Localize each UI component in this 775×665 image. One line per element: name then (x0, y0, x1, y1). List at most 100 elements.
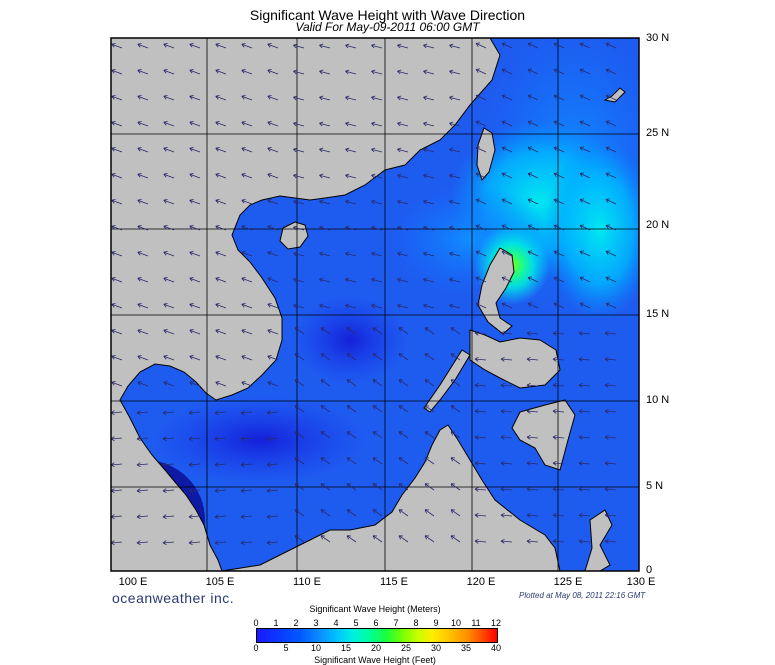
wave-direction-arrow (474, 538, 487, 544)
wave-direction-arrow (215, 303, 227, 309)
land-palawan (423, 349, 471, 413)
wave-direction-arrow (137, 381, 149, 387)
wave-direction-arrow (423, 225, 435, 231)
wave-direction-arrow (372, 431, 383, 439)
wave-direction-arrow (423, 173, 435, 179)
wave-direction-arrow (293, 199, 305, 205)
wave-direction-arrow (552, 330, 565, 336)
wave-direction-arrow (319, 173, 331, 179)
wave-direction-arrow (111, 43, 123, 49)
colorbar-tick-feet: 5 (283, 643, 289, 653)
wave-direction-arrow (215, 329, 227, 335)
wave-direction-arrow (579, 224, 591, 231)
wave-direction-arrow (552, 408, 565, 414)
lon-label: 100 E (118, 576, 148, 588)
wave-direction-arrow (371, 43, 383, 49)
wave-direction-arrow (553, 276, 565, 283)
wave-direction-arrow (241, 69, 253, 75)
wave-direction-arrow (605, 250, 617, 257)
wave-direction-arrow (397, 173, 409, 179)
wave-direction-arrow (578, 434, 591, 440)
wave-direction-arrow (345, 277, 357, 283)
wave-direction-arrow (527, 250, 539, 257)
colorbar-title-feet: Significant Wave Height (Feet) (314, 655, 436, 665)
wave-direction-arrow (293, 277, 305, 283)
wave-direction-arrow (294, 431, 305, 439)
wave-direction-arrow (397, 95, 409, 101)
wave-direction-arrow (214, 410, 227, 416)
wave-direction-arrow (241, 329, 253, 335)
colorbar-tick-meters: 7 (393, 618, 399, 628)
wave-direction-arrow (372, 535, 383, 543)
colorbar-tick-meters: 10 (450, 618, 461, 628)
wave-direction-arrow (605, 172, 617, 179)
wave-direction-arrow (553, 94, 565, 101)
wave-direction-arrow (398, 353, 409, 361)
wave-direction-arrow (345, 121, 357, 127)
wave-direction-arrow (241, 225, 253, 231)
wave-direction-arrow (163, 147, 175, 153)
map-subtitle: Valid For May-09-2011 06:00 GMT (295, 20, 480, 34)
wave-direction-arrow (136, 462, 149, 468)
wave-direction-arrow (188, 540, 201, 546)
colorbar-tick-meters: 0 (253, 618, 259, 628)
wave-direction-arrow (578, 538, 591, 544)
wave-direction-arrow (579, 250, 591, 257)
wave-direction-arrow (527, 302, 539, 309)
wave-direction-arrow (214, 436, 227, 442)
colorbar-tick-feet: 20 (370, 643, 381, 653)
wave-direction-arrow (163, 381, 175, 387)
wave-direction-arrow (241, 303, 253, 309)
wave-direction-arrow (241, 147, 253, 153)
wave-direction-arrow (136, 488, 149, 494)
wave-direction-arrow (579, 68, 591, 75)
wave-direction-arrow (578, 382, 591, 388)
wave-direction-arrow (398, 327, 409, 335)
wave-direction-arrow (294, 457, 305, 465)
wave-direction-arrow (346, 457, 357, 465)
wave-direction-arrow (500, 512, 513, 518)
wave-direction-arrow (371, 121, 383, 127)
wave-direction-arrow (189, 225, 201, 231)
wave-direction-arrow (371, 303, 383, 309)
wave-direction-arrow (449, 251, 461, 257)
wave-direction-arrow (501, 120, 513, 127)
wave-direction-arrow (137, 329, 149, 335)
wave-direction-arrow (240, 540, 253, 546)
wave-direction-arrow (241, 95, 253, 101)
colorbar-tick-meters: 6 (373, 618, 379, 628)
wave-direction-arrow (372, 509, 383, 517)
wave-direction-arrow (267, 95, 279, 101)
colorbar-tick-feet: 35 (460, 643, 471, 653)
wave-direction-arrow (500, 356, 513, 362)
wave-direction-arrow (579, 42, 591, 49)
wave-direction-arrow (189, 121, 201, 127)
wave-direction-arrow (215, 69, 227, 75)
wave-direction-arrow (240, 488, 253, 494)
wave-direction-arrow (189, 43, 201, 49)
land-asia-mainland (111, 38, 501, 571)
wave-direction-arrow (189, 69, 201, 75)
wave-direction-arrow (189, 251, 201, 257)
wave-direction-arrow (111, 303, 123, 309)
wave-direction-arrow (423, 69, 435, 75)
wave-direction-arrow (527, 94, 539, 101)
wave-direction-arrow (320, 431, 331, 439)
wave-direction-arrow (527, 146, 539, 153)
wave-direction-arrow (188, 514, 201, 520)
wave-direction-arrow (162, 436, 175, 442)
wave-direction-arrow (372, 405, 383, 413)
wave-direction-arrow (345, 199, 357, 205)
wave-direction-arrow (423, 147, 435, 153)
wave-direction-arrow (552, 382, 565, 388)
wave-direction-arrow (527, 42, 539, 49)
wave-direction-arrow (449, 95, 461, 101)
wave-direction-arrow (163, 303, 175, 309)
wave-direction-arrow (553, 68, 565, 75)
wave-direction-arrow (475, 68, 487, 75)
wave-direction-arrow (604, 356, 617, 362)
wave-direction-arrow (294, 379, 305, 387)
wave-direction-arrow (474, 356, 487, 362)
wave-direction-arrow (189, 277, 201, 283)
wave-direction-arrow (579, 198, 591, 205)
